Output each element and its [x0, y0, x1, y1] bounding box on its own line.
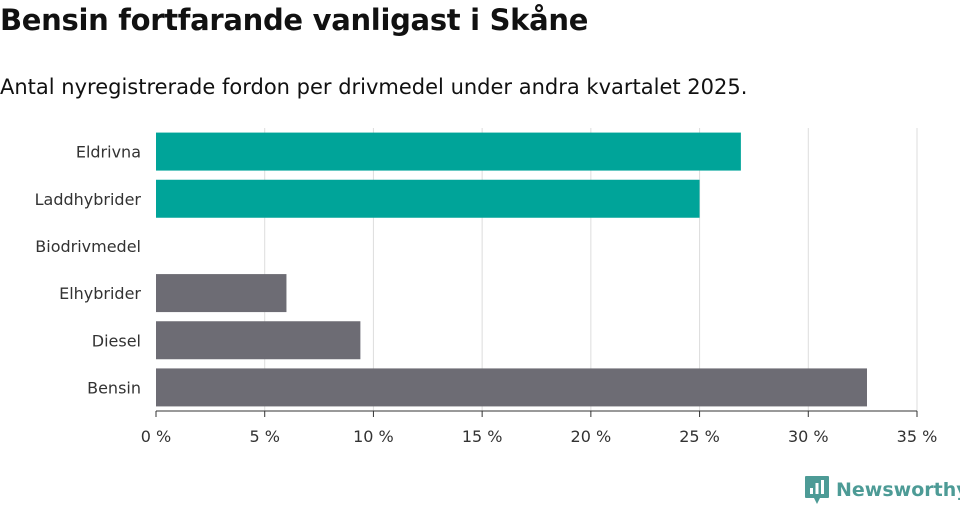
x-tick-label-1: 5 %: [249, 427, 279, 446]
newsworthy-logo-icon: [805, 476, 829, 504]
chart-title: Bensin fortfarande vanligast i Skåne: [0, 3, 589, 37]
category-label-4: Diesel: [92, 331, 141, 350]
chart-subtitle: Antal nyregistrerade fordon per drivmede…: [0, 75, 748, 99]
category-label-2: Biodrivmedel: [35, 237, 141, 256]
x-tick-label-4: 20 %: [571, 427, 612, 446]
x-tick-label-5: 25 %: [679, 427, 720, 446]
category-label-3: Elhybrider: [59, 284, 141, 303]
x-tick-label-3: 15 %: [462, 427, 503, 446]
bar-0: [156, 132, 741, 171]
x-tick-label-7: 35 %: [897, 427, 938, 446]
x-tick-label-2: 10 %: [353, 427, 394, 446]
bar-5: [156, 368, 867, 407]
category-label-5: Bensin: [87, 378, 141, 397]
brand-name: Newsworthy: [836, 479, 960, 501]
category-label-0: Eldrivna: [76, 143, 141, 162]
brand-logo: Newsworthy: [804, 474, 960, 506]
bar-4: [156, 321, 361, 360]
bar-3: [156, 274, 287, 313]
x-tick-label-0: 0 %: [141, 427, 171, 446]
bar-1: [156, 179, 700, 218]
category-label-1: Laddhybrider: [35, 190, 142, 209]
x-tick-label-6: 30 %: [788, 427, 829, 446]
